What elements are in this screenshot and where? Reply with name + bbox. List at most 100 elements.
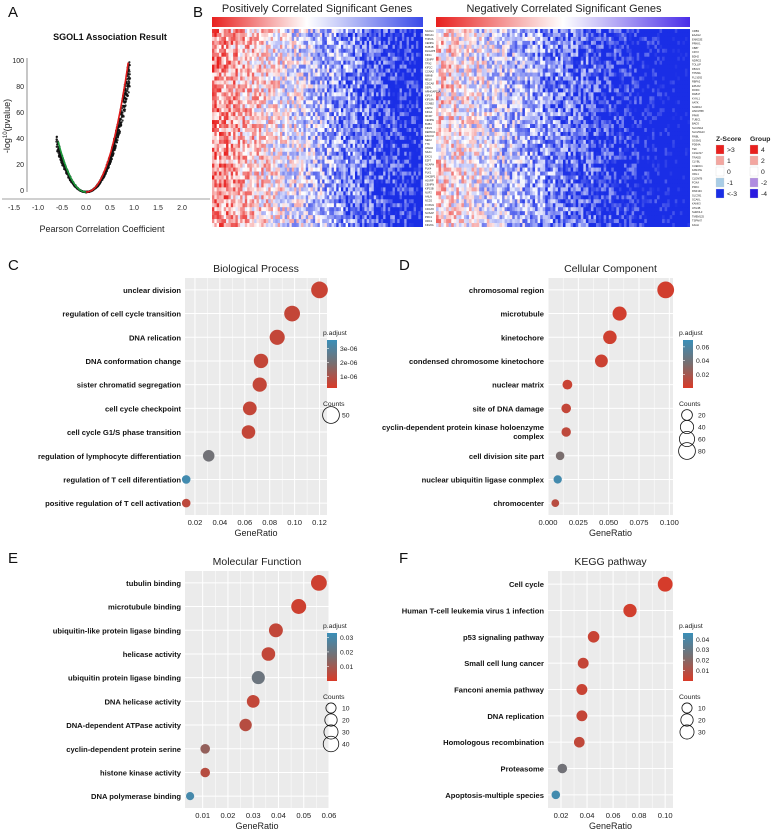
heatmap-cell	[212, 179, 215, 184]
heatmap-cell	[289, 151, 293, 157]
heatmap-cell	[380, 120, 384, 125]
heatmap-cell	[380, 187, 384, 192]
heatmap-cell	[336, 183, 339, 188]
heatmap-cell	[296, 108, 300, 113]
heatmap-cell	[263, 120, 267, 125]
heatmap-cell	[237, 203, 241, 208]
heatmap-cell	[364, 112, 368, 117]
heatmap-cell	[223, 203, 227, 208]
heatmap-cell	[333, 100, 337, 105]
heatmap-cell	[401, 88, 405, 93]
heatmap-cell	[371, 124, 375, 129]
heatmap-cell	[287, 135, 290, 141]
heatmap-cell	[254, 167, 257, 172]
heatmap-cell	[261, 100, 264, 105]
heatmap-cell	[270, 36, 274, 42]
heatmap-cell	[373, 88, 377, 93]
heatmap-cell	[383, 163, 386, 168]
heatmap-cell	[418, 88, 422, 93]
heatmap-cell	[263, 92, 267, 97]
heatmap-cell	[362, 167, 365, 172]
heatmap-cell	[249, 179, 253, 184]
heatmap-cell	[289, 187, 293, 192]
heatmap-cell	[350, 128, 354, 133]
heatmap-cell	[420, 88, 423, 93]
heatmap-cell	[376, 29, 379, 34]
heatmap-cell	[373, 139, 377, 145]
volcano-point	[118, 125, 121, 128]
heatmap-cell	[333, 187, 337, 192]
heatmap-cell	[284, 167, 288, 172]
heatmap-cell	[369, 199, 372, 204]
heatmap-cell	[235, 29, 239, 34]
heatmap-cell	[237, 179, 241, 184]
heatmap-cell	[308, 175, 311, 180]
heatmap-cell	[301, 92, 304, 97]
heatmap-cell	[240, 29, 243, 34]
heatmap-cell	[240, 44, 243, 50]
heatmap-cell	[284, 187, 288, 192]
heatmap-cell	[347, 108, 351, 113]
heatmap-cell	[275, 116, 279, 121]
volcano-title: SGOL1 Association Result	[53, 32, 167, 42]
heatmap-cell	[415, 175, 419, 180]
heatmap-cell	[392, 92, 396, 97]
heatmap-cell	[340, 64, 344, 69]
heatmap-cell	[275, 56, 279, 62]
heatmap-cell	[212, 163, 215, 168]
heatmap-cell	[272, 48, 276, 54]
heatmap-cell	[277, 84, 281, 89]
heatmap-cell	[378, 108, 382, 113]
heatmap-cell	[247, 116, 250, 121]
heatmap-cell	[355, 128, 358, 133]
heatmap-cell	[366, 88, 370, 93]
heatmap-cell	[219, 155, 222, 161]
heatmap-cell	[390, 167, 393, 172]
heatmap-cell	[392, 44, 396, 50]
heatmap-cell	[364, 159, 368, 165]
heatmap-cell	[397, 199, 400, 204]
volcano-xlabel: Pearson Correlation Coefficient	[40, 224, 165, 234]
heatmap-cell	[237, 195, 241, 200]
heatmap-cell	[378, 135, 382, 141]
heatmap-cell	[329, 64, 332, 69]
heatmap-cell	[221, 29, 225, 34]
heatmap-cell	[315, 88, 318, 93]
heatmap-cell	[244, 36, 248, 42]
heatmap-cell	[404, 187, 407, 192]
heatmap-cell	[268, 112, 272, 117]
heatmap-cell	[319, 88, 323, 93]
heatmap-cell	[294, 191, 297, 196]
heatmap-cell	[359, 92, 363, 97]
heatmap-cell	[291, 88, 295, 93]
heatmap-cell	[343, 151, 347, 157]
heatmap-cell	[216, 195, 220, 200]
heatmap-cell	[394, 159, 398, 165]
heatmap-cell	[322, 72, 325, 77]
heatmap-cell	[235, 68, 239, 73]
heatmap-cell	[343, 56, 347, 62]
heatmap-cell	[418, 40, 422, 46]
heatmap-cell	[362, 48, 365, 54]
heatmap-cell	[366, 199, 370, 204]
heatmap-cell	[251, 52, 255, 58]
heatmap-cell	[411, 56, 415, 62]
heatmap-cell	[418, 68, 422, 73]
heatmap-cell	[272, 135, 276, 141]
heatmap-cell	[359, 40, 363, 46]
heatmap-cell	[279, 56, 283, 62]
heatmap-cell	[319, 108, 323, 113]
heatmap-cell	[249, 128, 253, 133]
heatmap-cell	[369, 60, 372, 66]
heatmap-cell	[282, 159, 286, 165]
heatmap-cell	[237, 135, 241, 141]
heatmap-cell	[352, 171, 356, 176]
heatmap-cell	[355, 187, 358, 192]
heatmap-cell	[270, 52, 274, 58]
heatmap-cell	[380, 36, 384, 42]
heatmap-cell	[312, 155, 316, 161]
heatmap-cell	[308, 76, 311, 81]
heatmap-cell	[338, 104, 342, 109]
heatmap-cell	[247, 139, 250, 145]
heatmap-cell	[420, 135, 423, 141]
